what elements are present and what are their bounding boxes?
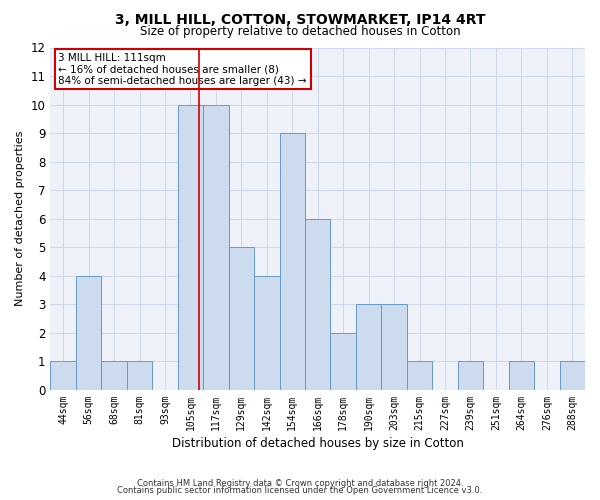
Bar [560, 362, 585, 390]
X-axis label: Distribution of detached houses by size in Cotton: Distribution of detached houses by size … [172, 437, 464, 450]
Bar [203, 104, 229, 390]
Text: 3, MILL HILL, COTTON, STOWMARKET, IP14 4RT: 3, MILL HILL, COTTON, STOWMARKET, IP14 4… [115, 12, 485, 26]
Text: Contains HM Land Registry data © Crown copyright and database right 2024.: Contains HM Land Registry data © Crown c… [137, 478, 463, 488]
Bar [178, 104, 203, 390]
Bar [101, 362, 127, 390]
Y-axis label: Number of detached properties: Number of detached properties [15, 131, 25, 306]
Text: 3 MILL HILL: 111sqm
← 16% of detached houses are smaller (8)
84% of semi-detache: 3 MILL HILL: 111sqm ← 16% of detached ho… [58, 52, 307, 86]
Bar [50, 362, 76, 390]
Text: Size of property relative to detached houses in Cotton: Size of property relative to detached ho… [140, 25, 460, 38]
Text: Contains public sector information licensed under the Open Government Licence v3: Contains public sector information licen… [118, 486, 482, 495]
Bar [509, 362, 534, 390]
Bar [331, 333, 356, 390]
Bar [280, 133, 305, 390]
Bar [305, 218, 331, 390]
Bar [127, 362, 152, 390]
Bar [382, 304, 407, 390]
Bar [458, 362, 483, 390]
Bar [356, 304, 382, 390]
Bar [76, 276, 101, 390]
Bar [407, 362, 432, 390]
Bar [229, 248, 254, 390]
Bar [254, 276, 280, 390]
